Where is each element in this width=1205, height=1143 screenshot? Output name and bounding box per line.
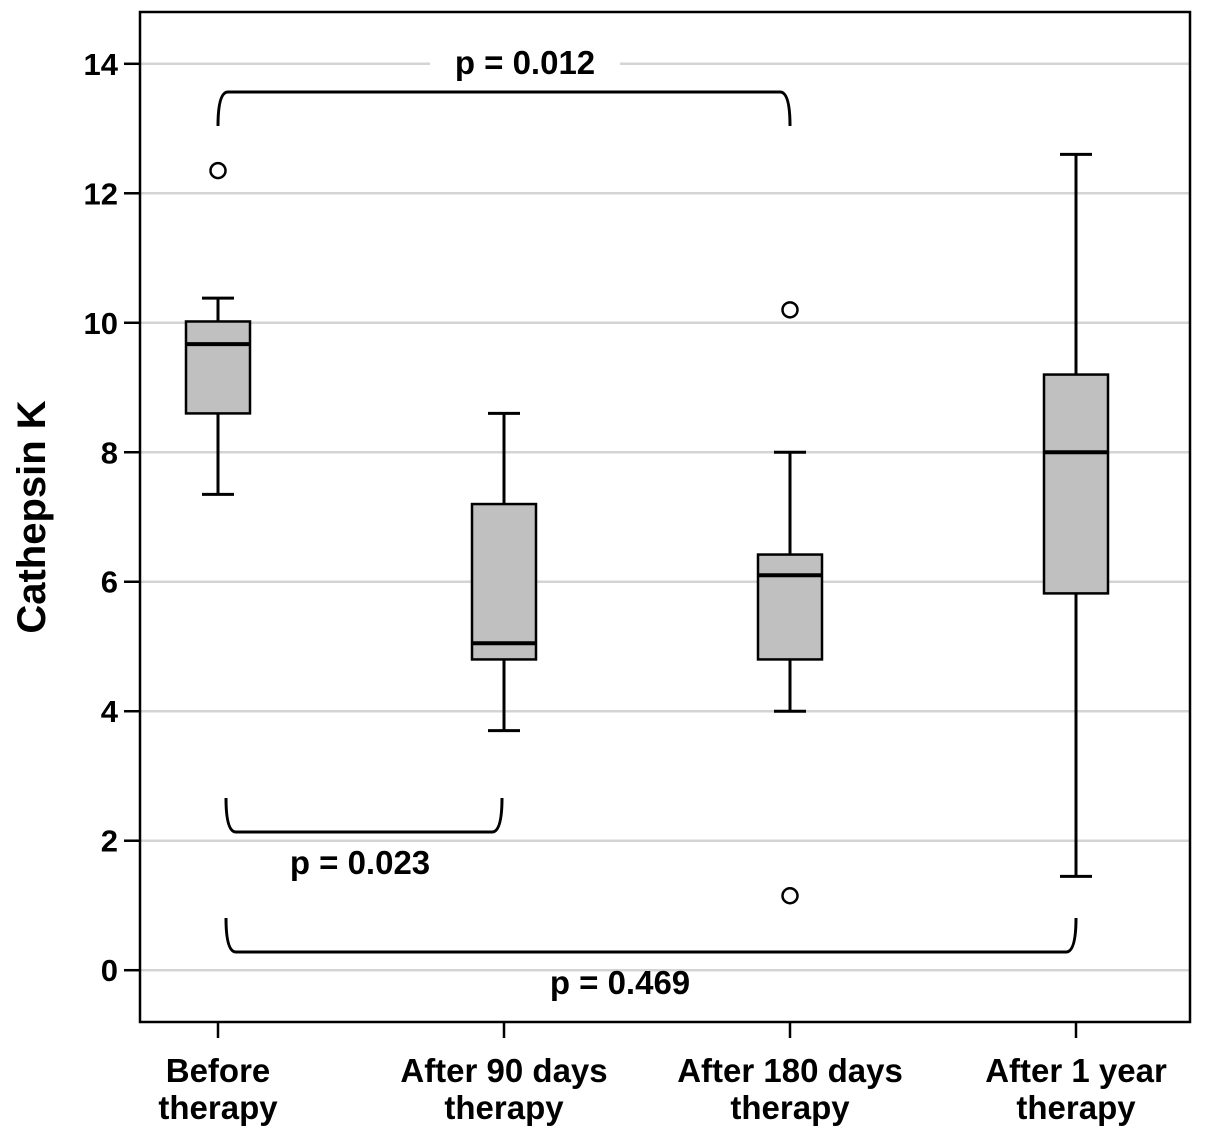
plot-frame [138, 10, 1192, 1024]
y-tick-label: 12 [84, 176, 118, 211]
y-tick-label: 0 [101, 953, 118, 988]
bracket [224, 797, 504, 834]
x-tick-label: After 90 days therapy [400, 1052, 608, 1126]
y-tick-label: 2 [101, 824, 118, 859]
annotation: p = 0.012 [455, 44, 595, 81]
bracket [216, 90, 792, 127]
box [1042, 373, 1110, 595]
label-bg [430, 44, 620, 86]
y-tick-label: 4 [101, 694, 119, 729]
bracket [224, 917, 1078, 954]
y-axis-label: Cathepsin K [10, 400, 54, 633]
outlier [781, 887, 799, 905]
box [184, 320, 252, 415]
outlier [781, 301, 799, 319]
y-tick-label: 6 [101, 565, 118, 600]
outlier [209, 161, 227, 180]
annotation: p = 0.023 [290, 844, 430, 881]
box [470, 502, 538, 661]
y-tick-label: 14 [84, 47, 119, 82]
y-tick-label: 8 [101, 435, 118, 470]
annotation: p = 0.469 [550, 964, 690, 1001]
x-tick-label: After 180 days therapy [677, 1052, 903, 1126]
y-tick-label: 10 [84, 306, 118, 341]
box [756, 553, 824, 661]
x-tick-label: Before therapy [158, 1052, 278, 1126]
x-tick-label: After 1 year therapy [985, 1052, 1167, 1126]
